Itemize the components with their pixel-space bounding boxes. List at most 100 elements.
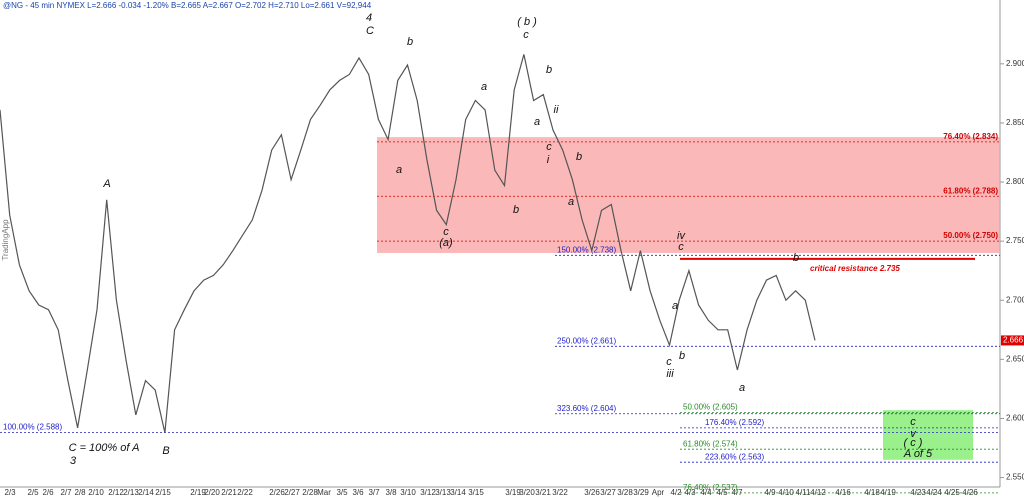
y-tick-label: 2.650 (1006, 354, 1024, 363)
x-tick-label: 2/15 (155, 488, 171, 497)
y-tick-label: 2.850 (1006, 118, 1024, 127)
level-label: 176.40% (2.592) (705, 418, 764, 427)
wave-label: a (396, 164, 402, 176)
x-tick-label: 3/8 (385, 488, 397, 497)
x-tick-label: 2/10 (88, 488, 104, 497)
x-tick-label: 3/20 (519, 488, 535, 497)
x-tick-label: 3/19 (505, 488, 521, 497)
price-line (0, 54, 816, 433)
y-tick-label: 2.900 (1006, 59, 1024, 68)
wave-label: ( b ) (517, 16, 537, 28)
wave-label: c (910, 416, 916, 428)
level-label: 223.60% (2.563) (705, 452, 764, 461)
wave-label: B (162, 445, 169, 457)
level-label: 250.00% (2.661) (557, 336, 616, 345)
wave-label: b (576, 151, 582, 163)
x-tick-label: 4/2 (670, 488, 682, 497)
wave-label: c (523, 29, 529, 41)
x-tick-label: 3/10 (400, 488, 416, 497)
wave-label: b (513, 204, 519, 216)
x-tick-label: 2/12 (108, 488, 124, 497)
wave-label: C = 100% of A (69, 442, 140, 454)
wave-label: A (102, 178, 110, 190)
level-label: 61.80% (2.788) (943, 186, 998, 195)
wave-label: 3 (70, 455, 77, 467)
wave-label: b (679, 350, 685, 362)
y-tick-label: 2.600 (1006, 414, 1024, 423)
x-tick-label: 2/26 (269, 488, 285, 497)
wave-label: c (443, 226, 449, 238)
y-tick-label: 2.700 (1006, 295, 1024, 304)
wave-label: b (407, 36, 413, 48)
x-tick-label: 2/20 (204, 488, 220, 497)
wave-label: b (793, 252, 799, 264)
x-tick-label: 3/28 (617, 488, 633, 497)
wave-label: a (568, 196, 574, 208)
level-label: 150.00% (2.738) (557, 245, 616, 254)
last-price-tag (1001, 335, 1024, 346)
x-tick-label: 4/26 (962, 488, 978, 497)
x-tick-label: 3/27 (600, 488, 616, 497)
level-label: 61.80% (2.574) (683, 439, 738, 448)
x-tick-label: 2/6 (42, 488, 54, 497)
x-tick-label: 4/9 (764, 488, 776, 497)
wave-label: a (481, 81, 487, 93)
wave-label: b (546, 64, 552, 76)
x-tick-label: 2/7 (60, 488, 72, 497)
x-tick-label: 3/5 (336, 488, 348, 497)
wave-label: ( c ) (904, 437, 923, 449)
x-tick-label: 3/13 (435, 488, 451, 497)
x-tick-label: 2/8 (74, 488, 86, 497)
x-tick-label: 4/24 (926, 488, 942, 497)
x-tick-label: 4/10 (778, 488, 794, 497)
wave-label: c (678, 241, 684, 253)
x-tick-label: 3/29 (633, 488, 649, 497)
x-tick-label: 2/3 (4, 488, 16, 497)
wave-label: iv (677, 230, 686, 242)
wave-label: c (546, 141, 552, 153)
y-tick-label: 2.800 (1006, 177, 1024, 186)
x-tick-label: 3/22 (552, 488, 568, 497)
resistance-zone (377, 137, 1000, 253)
x-tick-label: 2/27 (284, 488, 300, 497)
wave-label: 4 (366, 12, 372, 24)
level-label: 50.00% (2.605) (683, 403, 738, 412)
wave-label: (a) (439, 237, 453, 249)
level-label: 76.40% (2.834) (943, 132, 998, 141)
x-tick-label: 4/11 (796, 488, 812, 497)
wave-label: a (534, 116, 540, 128)
x-tick-label: 2/19 (190, 488, 206, 497)
x-tick-label: 4/5 (716, 488, 728, 497)
x-tick-label: Mar (317, 488, 331, 497)
x-tick-label: 3/6 (352, 488, 364, 497)
x-tick-label: 4/23 (910, 488, 926, 497)
level-label: 323.60% (2.604) (557, 404, 616, 413)
x-tick-label: 2/13 (123, 488, 139, 497)
x-tick-label: 3/21 (535, 488, 551, 497)
wave-label: C (366, 25, 374, 37)
last-price-label: 2.666 (1003, 336, 1024, 345)
x-tick-label: 4/4 (700, 488, 712, 497)
level-label: 76.40% (2.537) (683, 483, 738, 492)
x-tick-label: 4/16 (835, 488, 851, 497)
y-tick-label: 2.750 (1006, 236, 1024, 245)
wave-label: a (672, 300, 678, 312)
x-tick-label: 2/14 (138, 488, 154, 497)
wave-label: a (739, 382, 745, 394)
wave-label: A of 5 (903, 448, 933, 460)
x-tick-label: 3/7 (368, 488, 380, 497)
x-tick-label: 3/15 (468, 488, 484, 497)
critical-resistance-label: critical resistance 2.735 (810, 264, 900, 273)
x-tick-label: 4/3 (684, 488, 696, 497)
wave-label: ii (554, 104, 559, 116)
x-tick-label: 2/5 (27, 488, 39, 497)
x-tick-label: 2/22 (237, 488, 253, 497)
header: @NG - 45 min NYMEX L=2.666 -0.034 -1.20%… (3, 1, 372, 10)
wave-label: c (666, 356, 672, 368)
y-tick-label: 2.550 (1006, 473, 1024, 482)
x-tick-label: 2/28 (302, 488, 318, 497)
target-zone (883, 410, 973, 460)
x-tick-label: 3/26 (584, 488, 600, 497)
wave-label: v (910, 428, 917, 440)
